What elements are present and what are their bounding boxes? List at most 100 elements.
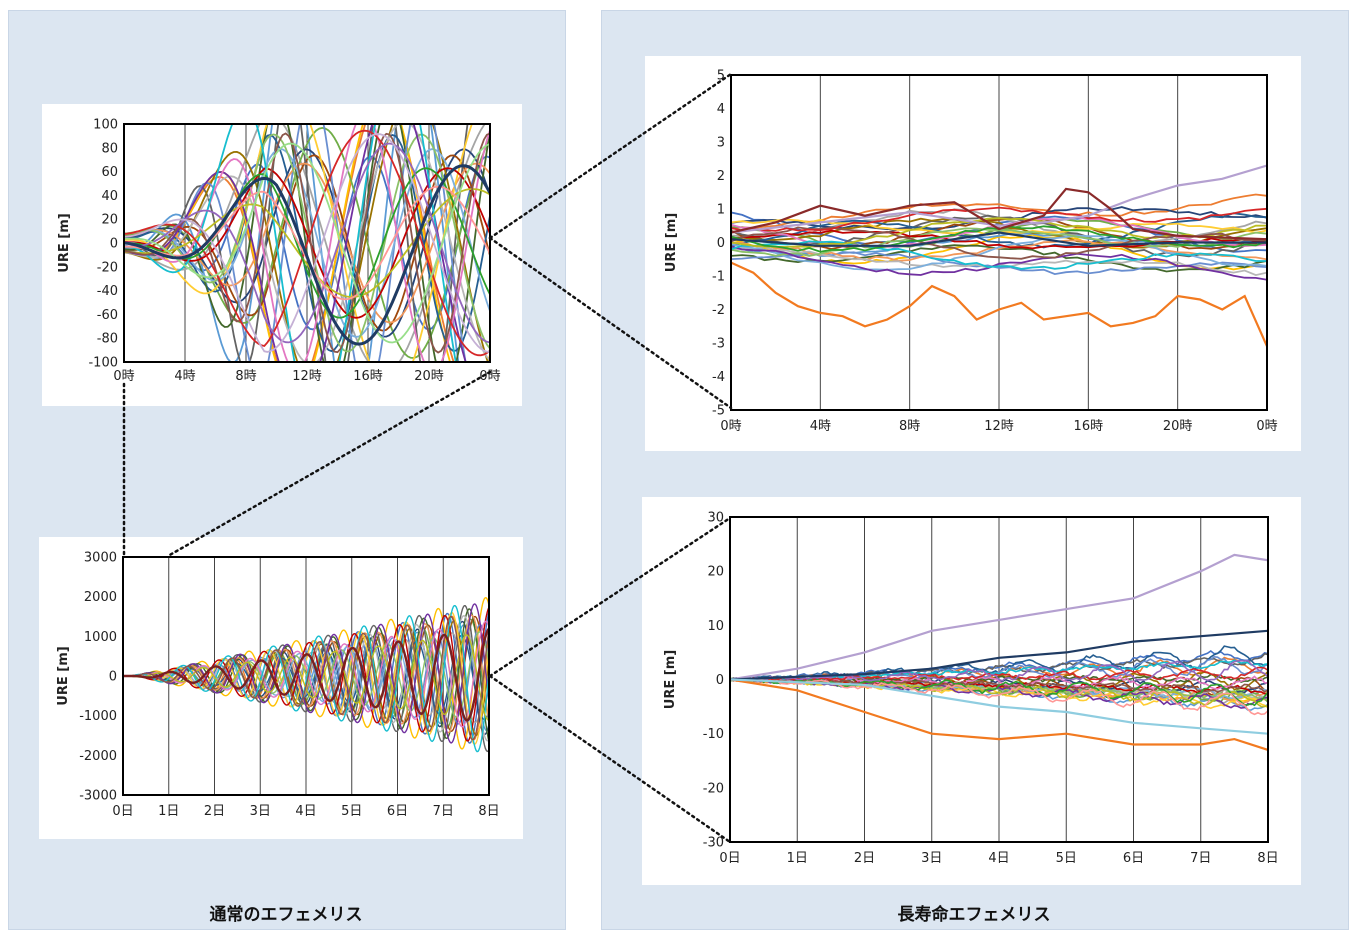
y-tick-label: 20	[101, 213, 118, 228]
y-tick-label: -1	[712, 270, 725, 285]
y-tick-label: -60	[97, 308, 118, 323]
y-tick-label: 0	[716, 673, 724, 688]
data-series-26	[730, 659, 1268, 682]
data-series-19	[123, 603, 489, 744]
data-series-15	[124, 124, 473, 362]
x-tick-label: 6日	[387, 804, 408, 819]
data-series-8	[124, 124, 490, 362]
data-series-27	[730, 678, 1268, 716]
data-series-2	[731, 187, 1267, 241]
y-tick-label: -2000	[79, 749, 117, 764]
y-axis-label: URE [m]	[664, 213, 679, 272]
data-series-0	[731, 261, 1267, 347]
x-tick-label: 8時	[899, 419, 920, 434]
chart-normal-8day: -3000 -2000 -1000 0 1000 2000 3000 0日 1日 2日 3日 4日 5日…	[56, 551, 500, 820]
chart-normal-8day-box: -3000 -2000 -1000 0 1000 2000 3000 0日 1日 2日 3日 4日 5日…	[39, 537, 523, 839]
x-tick-label: 4時	[174, 369, 195, 384]
x-tick-label: 4日	[295, 804, 316, 819]
y-tick-label: 4	[717, 102, 725, 117]
x-tick-label: 6日	[1123, 851, 1144, 866]
highlight-series	[123, 627, 489, 722]
data-series-19	[731, 245, 1267, 281]
x-tick-label: 20時	[1163, 419, 1193, 434]
data-series-9	[124, 124, 489, 362]
data-series-24	[731, 206, 1267, 232]
chart-long-8day: -30 -20 -10 0 10 20 30 0日 1日 2日 3日 4日 5日 6日 7日 8日 URE [m…	[663, 511, 1279, 867]
x-tick-label: 20時	[414, 369, 444, 384]
x-tick-label: 4日	[988, 851, 1009, 866]
y-tick-label: 30	[707, 511, 724, 526]
data-series-1	[731, 193, 1267, 230]
y-axis-label: URE [m]	[663, 650, 678, 709]
y-axis-label: URE [m]	[56, 646, 71, 705]
data-series-24	[124, 129, 490, 357]
chart-long-1day: -5 -4 -3 -2 -1 0 1 2 3 4 5 0時 4時 8時 12時 16時 20時 0時 URE [m]	[664, 69, 1278, 435]
x-tick-label: 8日	[1257, 851, 1278, 866]
data-series-25	[124, 167, 490, 319]
x-tick-label: 12時	[984, 419, 1014, 434]
x-tick-label: 16時	[353, 369, 383, 384]
series-group	[731, 164, 1267, 347]
series-group	[123, 596, 489, 753]
y-tick-label: -30	[703, 836, 724, 851]
x-tick-label: 3日	[921, 851, 942, 866]
x-tick-label: 0時	[479, 369, 500, 384]
data-series-0	[730, 553, 1268, 681]
y-tick-label: 0	[717, 236, 725, 251]
y-tick-label: 0	[110, 237, 118, 252]
x-tick-label: 5日	[1056, 851, 1077, 866]
y-tick-label: -2	[712, 303, 725, 318]
data-series-7	[124, 154, 490, 332]
data-series-28	[124, 142, 490, 344]
x-tick-label: 7日	[1190, 851, 1211, 866]
y-tick-label: -1000	[79, 709, 117, 724]
data-series-1	[730, 678, 1268, 751]
y-tick-label: 20	[707, 565, 724, 580]
data-series-21	[731, 240, 1267, 270]
x-tick-label: 8時	[235, 369, 256, 384]
data-series-17	[731, 227, 1267, 257]
plot-frame	[729, 516, 1269, 843]
highlight-series	[124, 164, 490, 346]
y-tick-label: -5	[712, 404, 725, 419]
y-tick-label: -20	[703, 781, 724, 796]
y-tick-label: 40	[101, 189, 118, 204]
y-tick-label: 10	[707, 619, 724, 634]
y-tick-label: -20	[97, 260, 118, 275]
x-tick-label: 1日	[158, 804, 179, 819]
x-tick-label: 0時	[113, 369, 134, 384]
chart-long-8day-box: -30 -20 -10 0 10 20 30 0日 1日 2日 3日 4日 5日 6日 7日 8日 URE [m…	[642, 497, 1301, 885]
zoom-connector-4	[488, 516, 732, 678]
x-tick-label: 0時	[1256, 419, 1277, 434]
data-series-10	[124, 134, 490, 353]
series-group	[730, 553, 1268, 751]
x-tick-label: 5日	[341, 804, 362, 819]
left-panel-caption: 通常のエフェメリス	[209, 905, 363, 925]
data-series-29	[124, 133, 490, 353]
data-series-24	[730, 666, 1268, 682]
data-series-2	[730, 629, 1268, 681]
right-panel-caption: 長寿命エフェメリス	[897, 905, 1051, 925]
y-tick-label: 3000	[84, 551, 117, 566]
x-tick-label: 0時	[720, 419, 741, 434]
y-tick-label: -3000	[79, 789, 117, 804]
plot-frame	[123, 123, 491, 363]
x-tick-label: 7日	[433, 804, 454, 819]
x-tick-label: 16時	[1074, 419, 1104, 434]
zoom-connector-2	[488, 72, 733, 240]
x-tick-label: 0日	[112, 804, 133, 819]
x-tick-label: 2日	[854, 851, 875, 866]
series-group	[124, 124, 490, 362]
chart-normal-1day-box: -100 -80 -60 -40 -20 0 20 40 60 80 100 0時 4時 8時 12時 16時…	[42, 104, 522, 406]
y-tick-label: 80	[101, 141, 118, 156]
chart-long-1day-box: -5 -4 -3 -2 -1 0 1 2 3 4 5 0時 4時 8時 12時 16時 20時 0時 URE [m]	[645, 56, 1301, 451]
y-tick-label: 1	[717, 203, 725, 218]
y-tick-label: -100	[88, 356, 118, 371]
data-series-10	[731, 212, 1267, 249]
data-series-3	[730, 678, 1268, 735]
y-tick-label: -3	[712, 337, 725, 352]
y-axis-label: URE [m]	[57, 213, 72, 272]
x-tick-label: 0日	[719, 851, 740, 866]
x-tick-label: 4時	[810, 419, 831, 434]
